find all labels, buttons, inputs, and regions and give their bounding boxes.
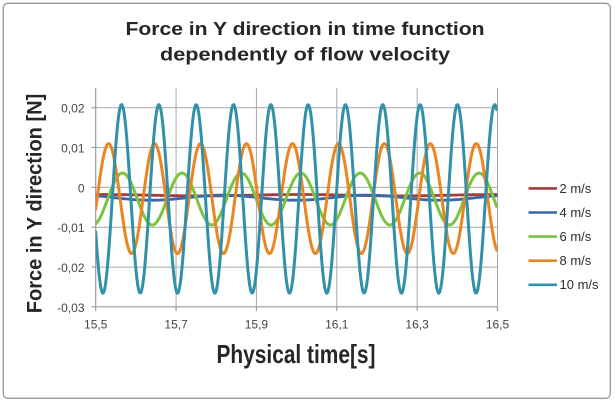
- svg-text:4 m/s: 4 m/s: [560, 205, 592, 220]
- svg-text:0,01: 0,01: [61, 142, 85, 156]
- svg-text:16,1: 16,1: [325, 318, 349, 332]
- svg-text:16,5: 16,5: [486, 318, 510, 332]
- svg-text:0,02: 0,02: [61, 102, 85, 116]
- svg-text:15,7: 15,7: [164, 318, 188, 332]
- svg-text:Force in Y direction in time f: Force in Y direction in time function: [126, 19, 485, 39]
- svg-text:2 m/s: 2 m/s: [560, 181, 592, 196]
- svg-text:6 m/s: 6 m/s: [560, 229, 592, 244]
- svg-text:Force in Y direction [N]: Force in Y direction [N]: [24, 94, 47, 314]
- svg-text:-0,01: -0,01: [57, 221, 85, 235]
- svg-text:16,3: 16,3: [405, 318, 429, 332]
- svg-text:dependently of flow velocity: dependently of flow velocity: [160, 44, 450, 64]
- svg-text:8 m/s: 8 m/s: [560, 253, 592, 268]
- svg-text:0: 0: [78, 181, 85, 195]
- svg-text:-0,02: -0,02: [57, 261, 85, 275]
- svg-text:-0,03: -0,03: [57, 301, 85, 315]
- svg-text:15,5: 15,5: [84, 318, 108, 332]
- svg-text:15,9: 15,9: [245, 318, 269, 332]
- svg-text:Physical time[s]: Physical time[s]: [217, 339, 376, 369]
- svg-text:10 m/s: 10 m/s: [560, 277, 600, 292]
